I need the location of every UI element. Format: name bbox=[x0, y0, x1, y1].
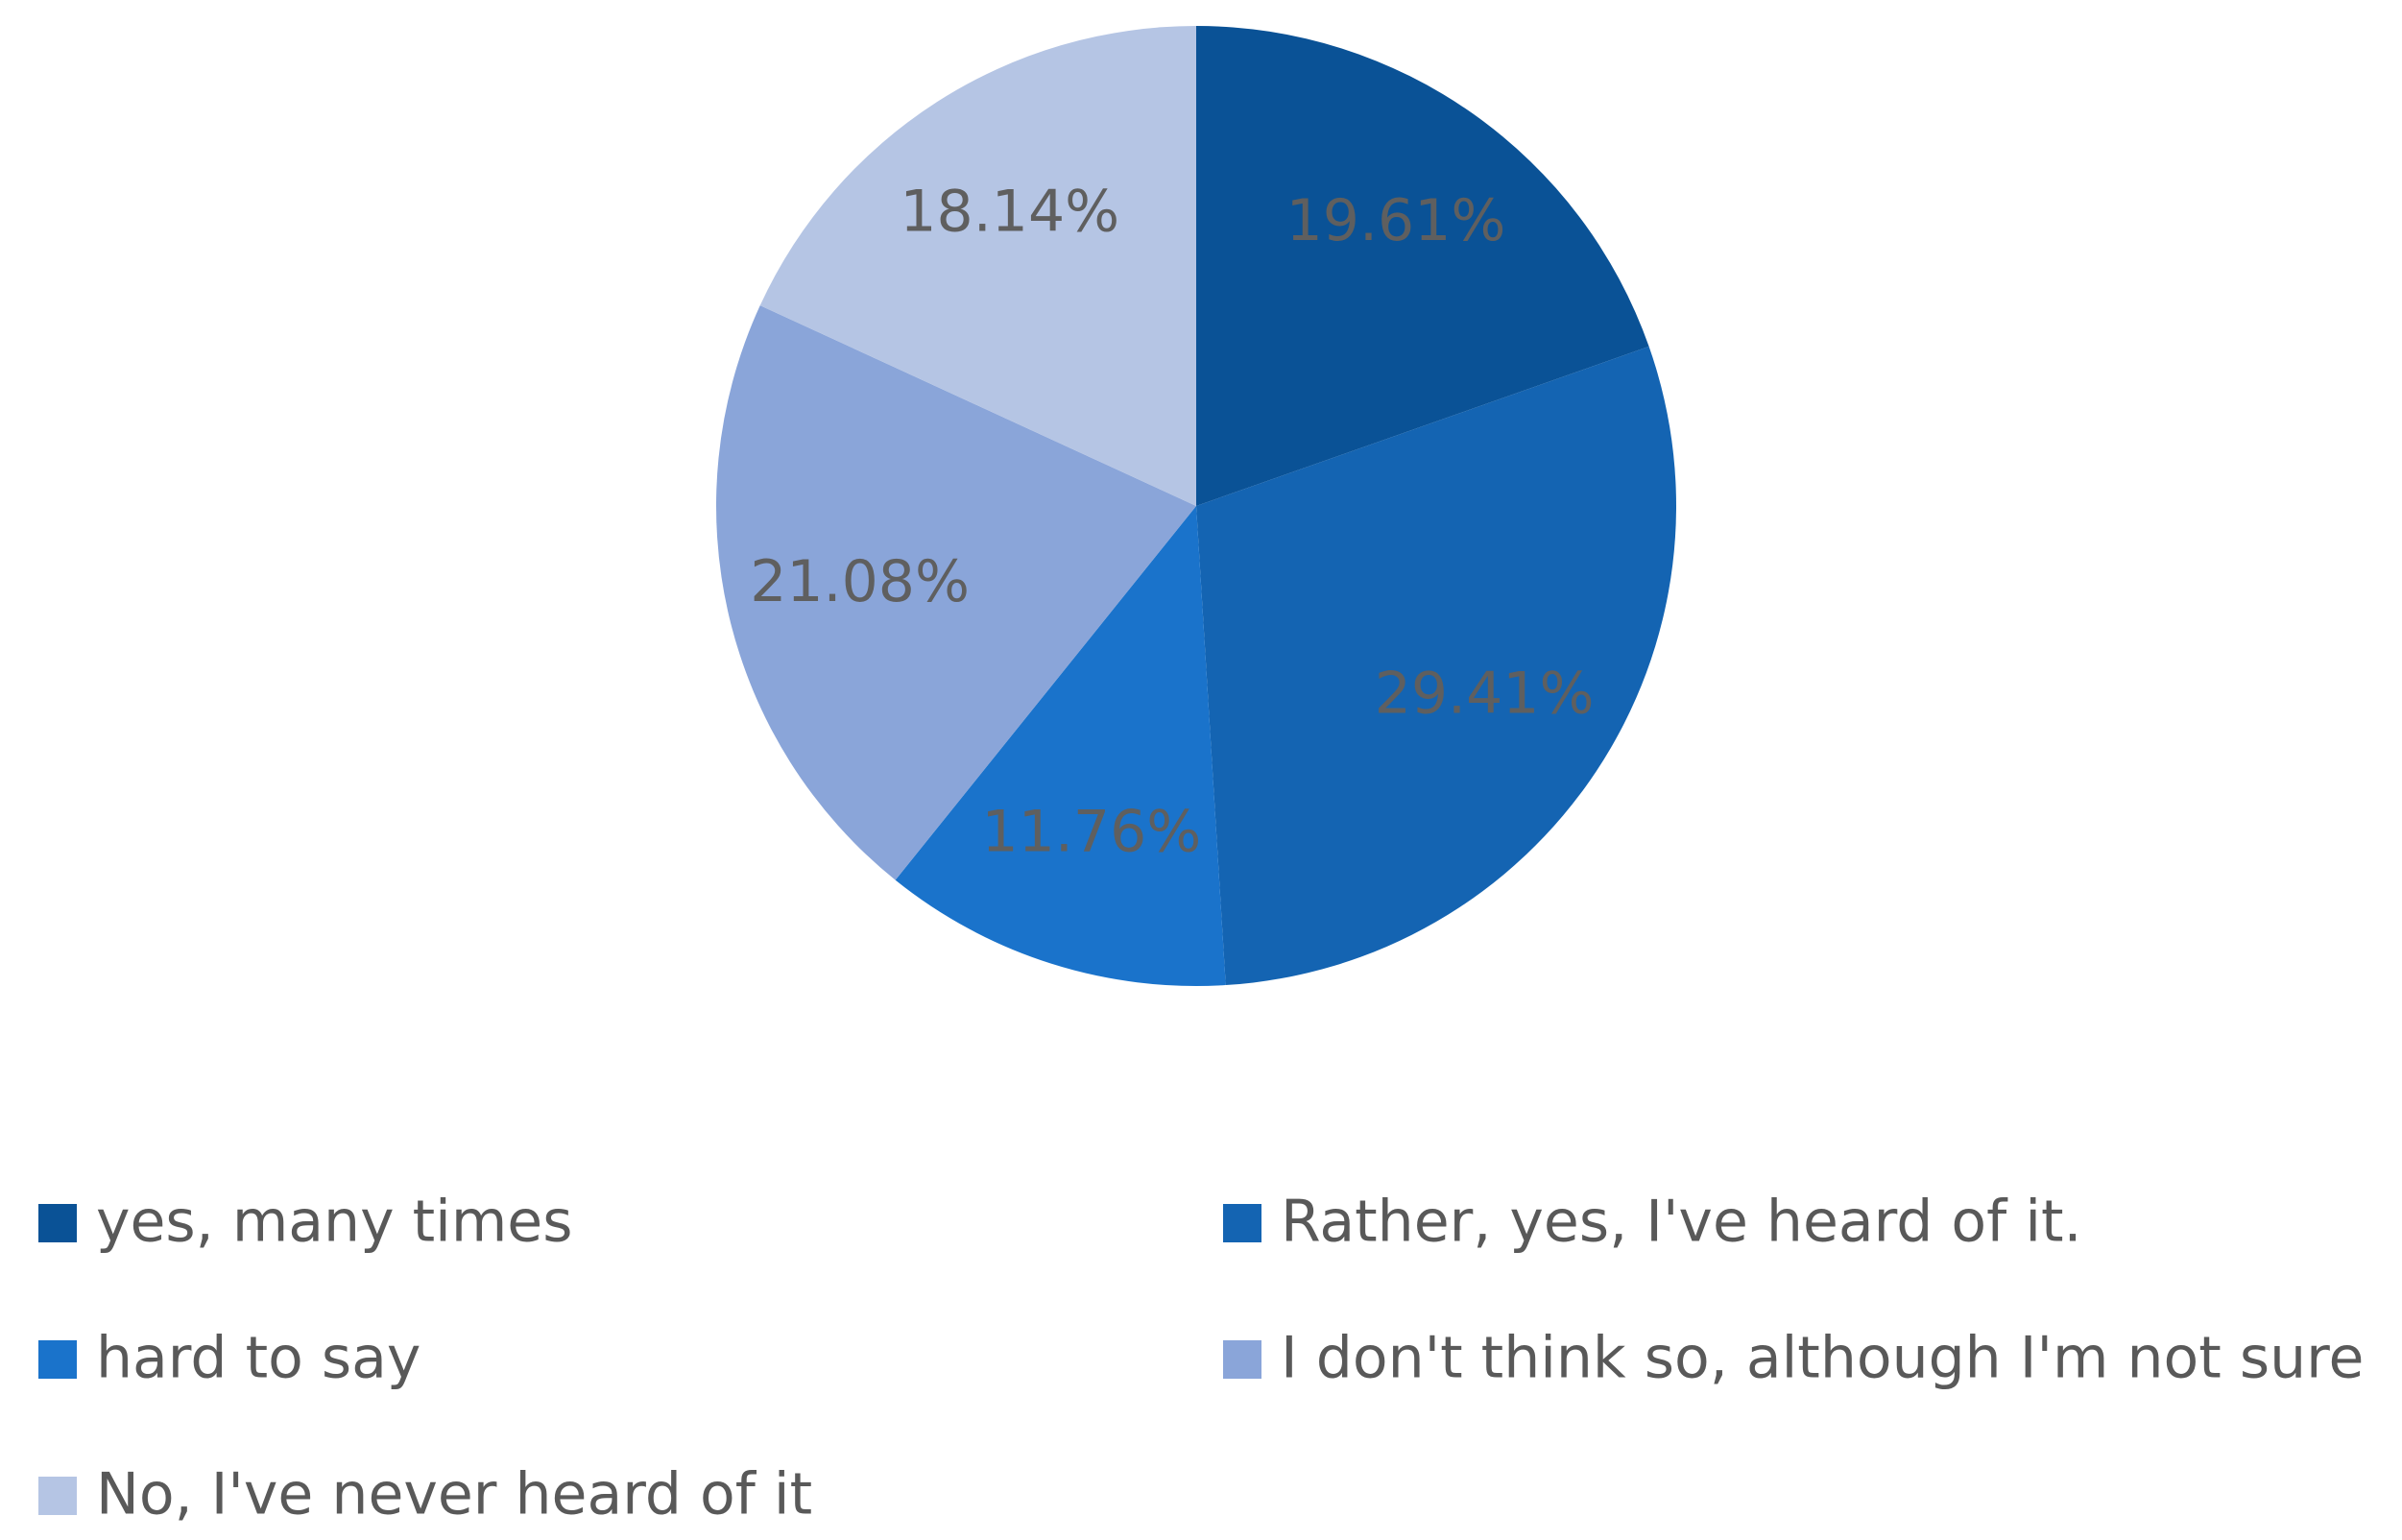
data-label: 29.41% bbox=[1375, 660, 1595, 727]
data-label: 11.76% bbox=[982, 799, 1202, 866]
legend-swatch bbox=[38, 1477, 77, 1515]
data-label: 19.61% bbox=[1286, 187, 1506, 254]
pie-slice bbox=[716, 305, 1196, 880]
data-label: 21.08% bbox=[750, 548, 970, 615]
pie-slice bbox=[1196, 26, 1649, 506]
legend-swatch bbox=[38, 1340, 77, 1379]
legend-text: yes, many times bbox=[96, 1189, 572, 1256]
legend-text: hard to say bbox=[96, 1325, 420, 1392]
pie-slice bbox=[1196, 346, 1677, 986]
legend-swatch bbox=[1223, 1204, 1261, 1242]
data-label: 18.14% bbox=[900, 178, 1119, 245]
legend-text: Rather, yes, I've heard of it. bbox=[1281, 1189, 2082, 1256]
legend-text: I don't think so, although I'm not sure bbox=[1281, 1325, 2364, 1392]
legend-swatch bbox=[1223, 1340, 1261, 1379]
legend-text: No, I've never heard of it bbox=[96, 1461, 812, 1528]
pie-slice bbox=[895, 506, 1226, 986]
legend-swatch bbox=[38, 1204, 77, 1242]
pie-slice bbox=[759, 26, 1196, 506]
